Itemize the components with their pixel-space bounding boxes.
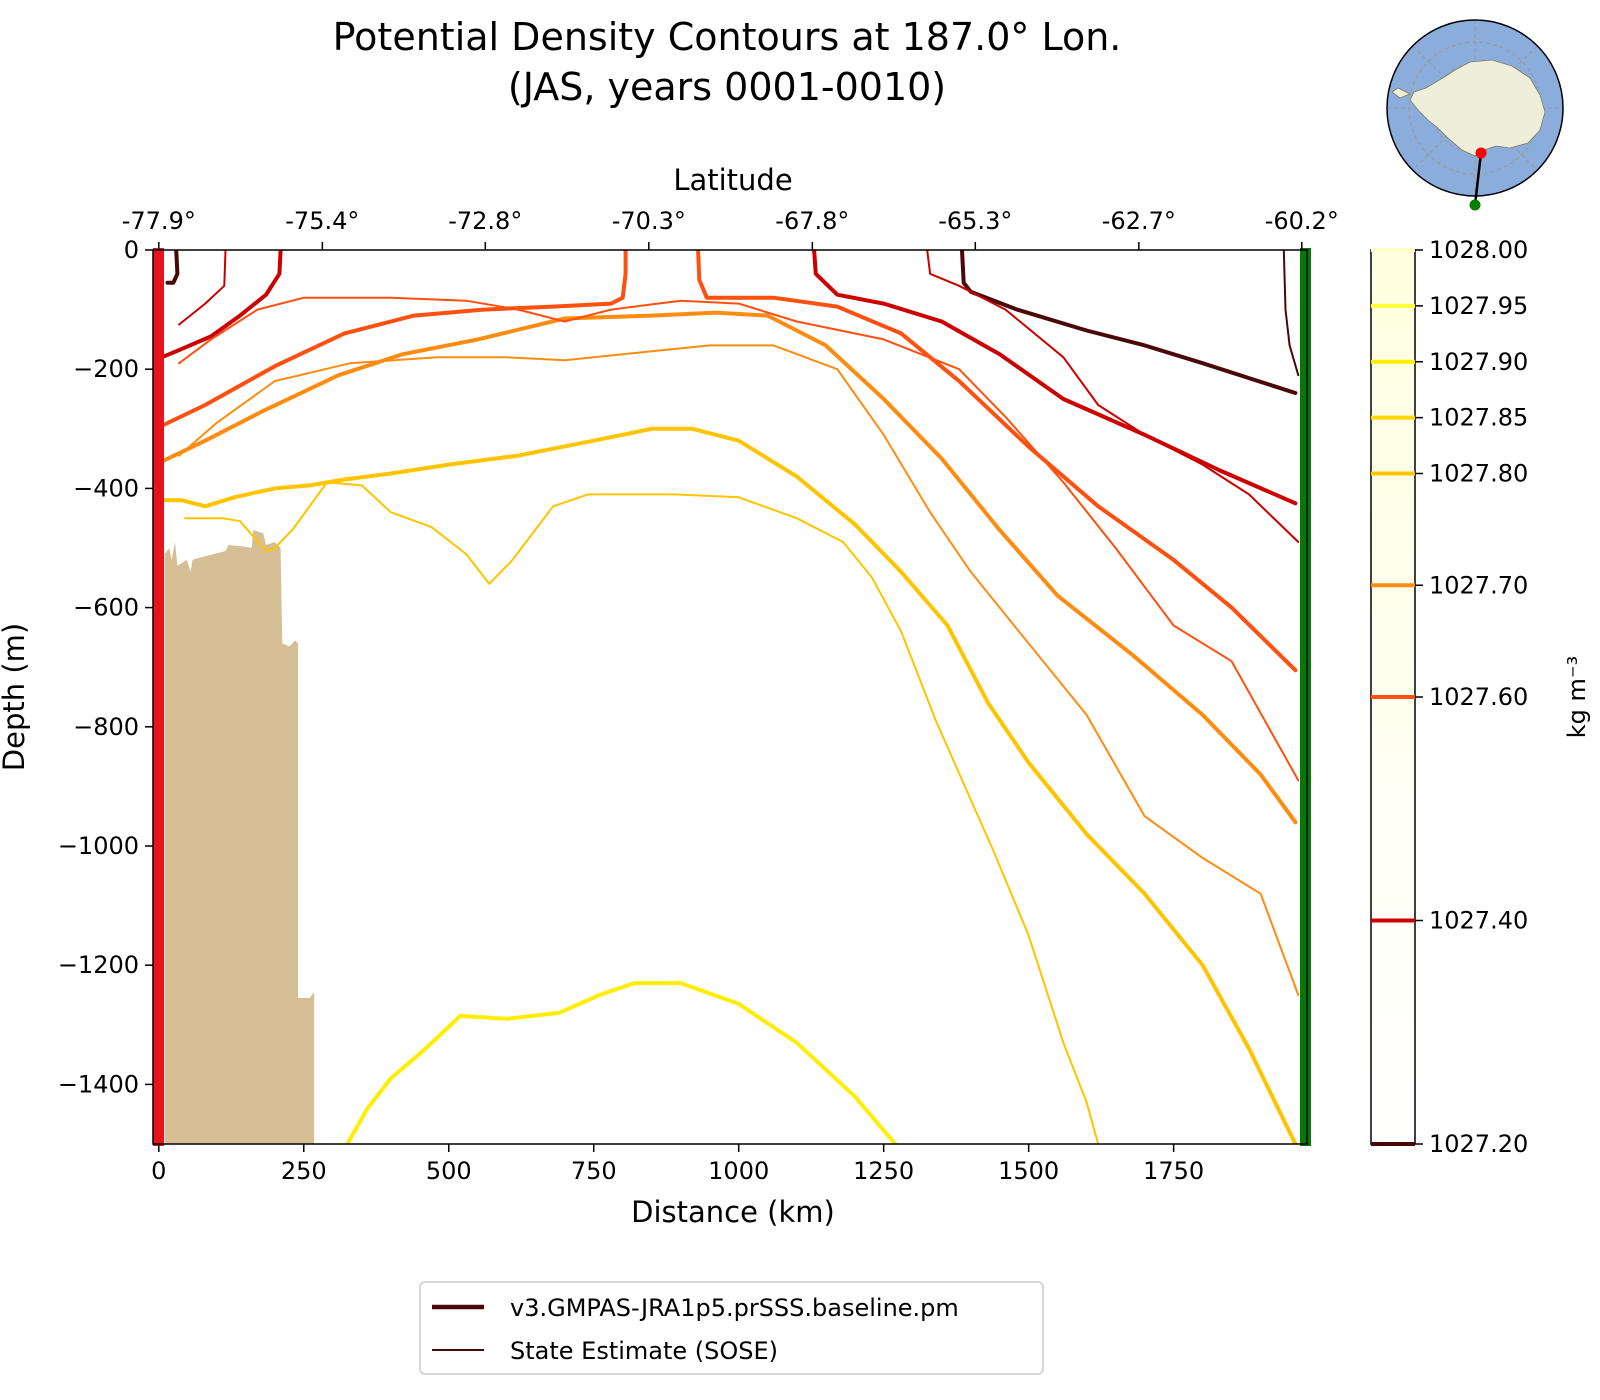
colorbar-tick-label: 1027.70	[1429, 571, 1528, 599]
plot-area	[153, 250, 1307, 1144]
y-tick-label: −600	[73, 594, 139, 622]
colorbar-tick-label: 1027.95	[1429, 292, 1528, 320]
x-tick-label: 1500	[998, 1157, 1059, 1185]
latitude-tick-label: -67.8°	[775, 207, 849, 235]
colorbar-tick-label: 1027.40	[1429, 907, 1528, 935]
section-start-line	[153, 248, 164, 1146]
section-end-marker	[1469, 199, 1481, 211]
latitude-tick-label: -77.9°	[122, 207, 196, 235]
model-contour-1027-2-0	[165, 250, 180, 285]
latitude-axis-label: Latitude	[673, 163, 792, 197]
y-tick-label: −800	[73, 713, 139, 741]
bathymetry	[164, 530, 315, 1144]
model-contour-1027-4-2	[159, 250, 283, 360]
bathymetry-layer	[164, 530, 315, 1144]
contour-layer	[159, 250, 1300, 1144]
colorbar-tick-label: 1027.60	[1429, 683, 1528, 711]
section-end-line	[1300, 248, 1311, 1146]
section-start-marker	[1475, 147, 1487, 159]
y-tick-label: −400	[73, 474, 139, 502]
sose-contour-1027-4-10	[178, 250, 227, 326]
latitude-tick-label: -62.7°	[1102, 207, 1176, 235]
inset-map-border	[1386, 19, 1564, 197]
y-tick-label: −200	[73, 355, 139, 383]
colorbar-tick-label: 1027.20	[1429, 1130, 1528, 1158]
latitude-tick-label: -70.3°	[612, 207, 686, 235]
y-tick-label: 0	[124, 236, 139, 264]
colorbar-tick-label: 1027.90	[1429, 348, 1528, 376]
model-contour-1027-8-7	[159, 426, 1298, 1144]
sose-contour-1027-6-12	[178, 296, 1300, 782]
x-tick-label: 750	[571, 1157, 617, 1185]
x-axis-label: Distance (km)	[631, 1195, 835, 1229]
model-contour-1027-6-4	[159, 250, 628, 428]
colorbar-ticks: 1027.20 1027.40 1027.60 1027.70 1027.80 1027.…	[1371, 236, 1528, 1158]
legend-box	[419, 1281, 1044, 1375]
model-contour-1027-2-1	[960, 250, 1298, 395]
latitude-tick-label: -60.2°	[1265, 207, 1339, 235]
model-contour-1027-4-3	[812, 250, 1298, 506]
x-tick-label: 1750	[1143, 1157, 1204, 1185]
y-tick-label: −1200	[58, 951, 139, 979]
plot-frame	[152, 249, 1308, 1145]
chart-title: Potential Density Contours at 187.0° Lon…	[333, 15, 1122, 59]
x-tick-label: 500	[426, 1157, 472, 1185]
sose-contour-1027-2-9	[1282, 250, 1300, 377]
legend-label-model: v3.GMPAS-JRA1p5.prSSS.baseline.pm	[510, 1294, 959, 1322]
latitude-tick-label: -72.8°	[448, 207, 522, 235]
latitude-tick-label: -65.3°	[938, 207, 1012, 235]
y-tick-label: −1400	[58, 1070, 139, 1098]
x-tick-label: 1000	[708, 1157, 769, 1185]
sose-contour-1027-4-11	[926, 250, 1300, 543]
sose-contour-1027-8-14	[183, 481, 1100, 1144]
model-contour-1027-9-8	[345, 981, 898, 1144]
x-tick-label: 1250	[853, 1157, 914, 1185]
y-axis-label: Depth (m)	[0, 623, 31, 771]
legend: v3.GMPAS-JRA1p5.prSSS.baseline.pm State …	[419, 1281, 1044, 1375]
sose-contour-1027-7-13	[178, 344, 1300, 996]
x-tick-label: 250	[281, 1157, 327, 1185]
colorbar-label: kg m⁻³	[1563, 656, 1591, 738]
model-contour-1027-7-6	[159, 310, 1298, 825]
inset-map	[1386, 19, 1564, 211]
colorbar-tick-label: 1027.85	[1429, 404, 1528, 432]
legend-label-observations: State Estimate (SOSE)	[510, 1337, 778, 1365]
axes: 0 250 500 750 1000 1250 1500 1750 0 −200 −400 −600 −…	[58, 207, 1339, 1185]
chart-subtitle: (JAS, years 0001-0010)	[508, 65, 946, 109]
y-tick-label: −1000	[58, 832, 139, 860]
colorbar-tick-label: 1028.00	[1429, 236, 1528, 264]
latitude-tick-label: -75.4°	[285, 207, 359, 235]
colorbar-tick-label: 1027.80	[1429, 460, 1528, 488]
x-tick-label: 0	[151, 1157, 166, 1185]
